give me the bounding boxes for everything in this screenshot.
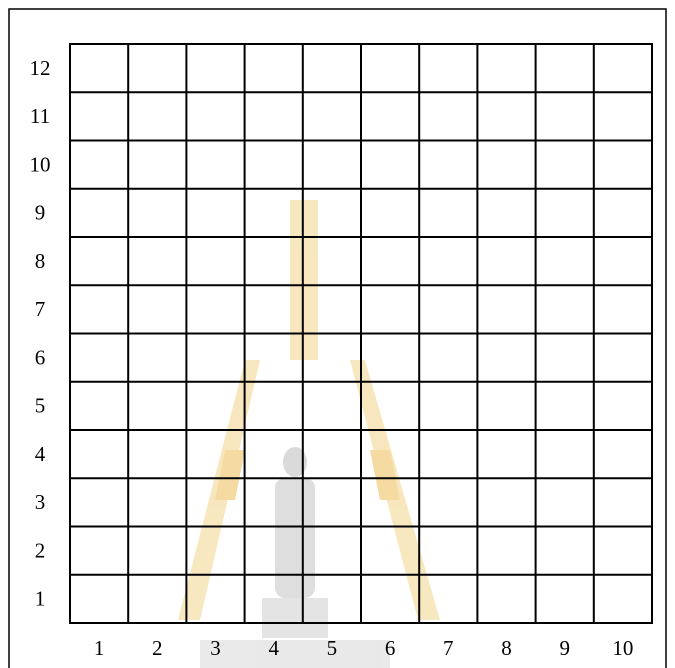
column-label: 5 — [327, 636, 338, 660]
column-label: 2 — [152, 636, 163, 660]
row-label: 3 — [35, 490, 46, 514]
column-label: 7 — [443, 636, 454, 660]
column-label: 6 — [385, 636, 396, 660]
column-label: 9 — [559, 636, 570, 660]
column-label: 1 — [94, 636, 105, 660]
row-label: 5 — [35, 394, 46, 418]
row-label: 2 — [35, 538, 46, 562]
row-label: 4 — [35, 442, 46, 466]
row-label: 6 — [35, 345, 46, 369]
column-label: 10 — [612, 636, 633, 660]
row-label: 9 — [35, 201, 46, 225]
row-label: 10 — [30, 152, 51, 176]
watermark — [178, 200, 440, 668]
column-label: 8 — [501, 636, 512, 660]
row-label: 7 — [35, 297, 46, 321]
column-label: 3 — [210, 636, 221, 660]
row-label: 8 — [35, 249, 46, 273]
row-label: 12 — [30, 56, 51, 80]
column-label: 4 — [268, 636, 279, 660]
grid — [69, 44, 653, 623]
page: 12111098765432112345678910 — [0, 0, 675, 668]
frame — [9, 9, 666, 668]
row-label: 11 — [30, 104, 50, 128]
row-label: 1 — [35, 587, 46, 611]
